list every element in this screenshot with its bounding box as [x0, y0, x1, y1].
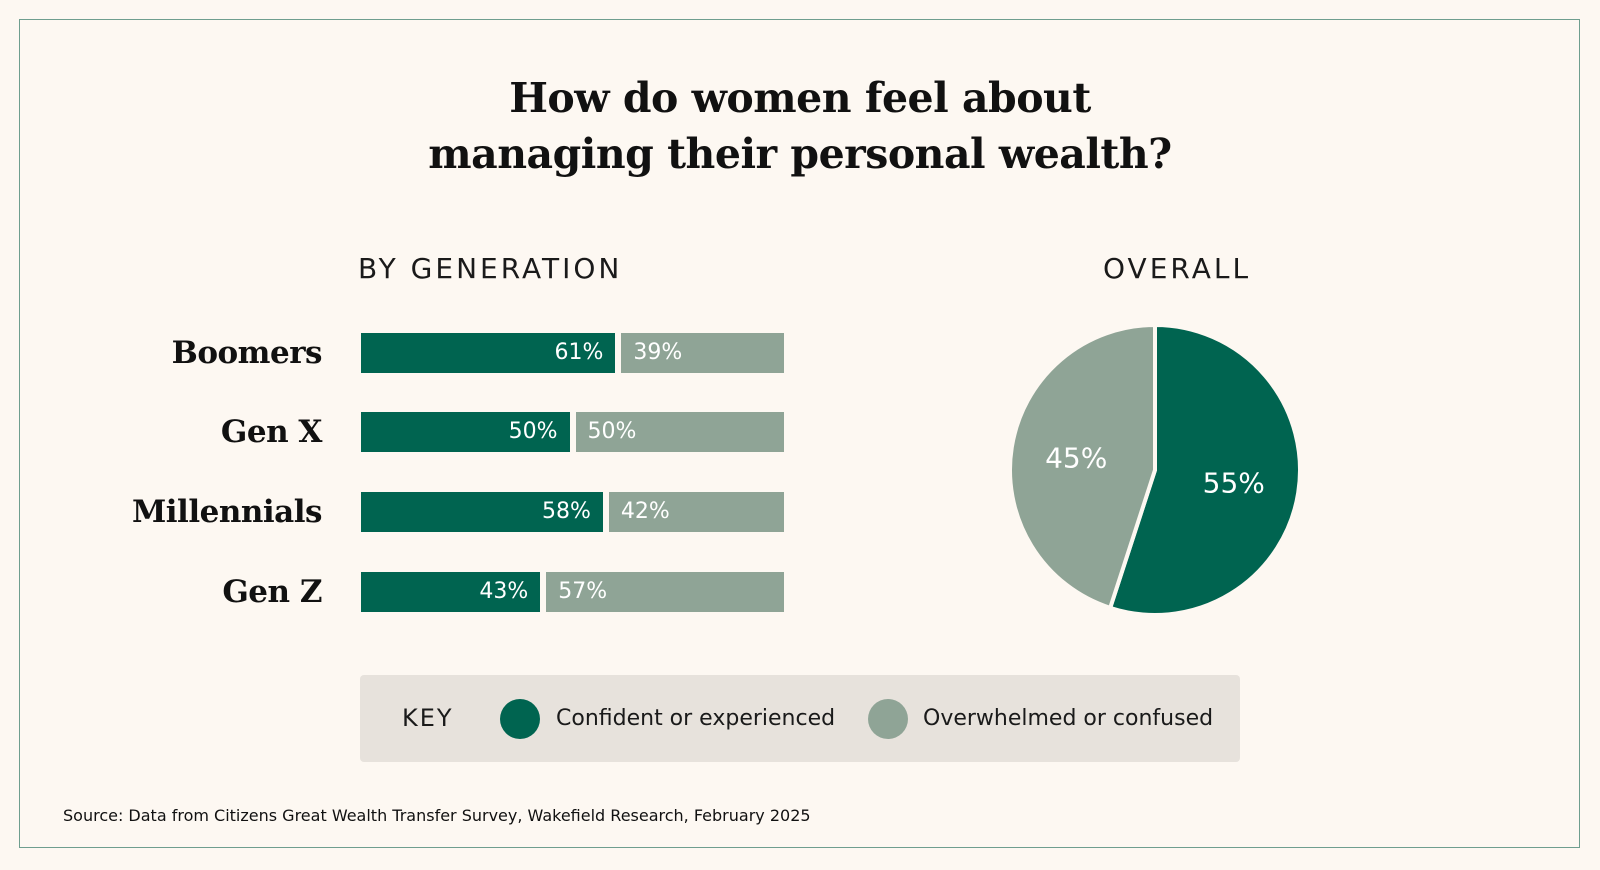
bar-overwhelmed: 57% [546, 572, 784, 612]
title-line-1: How do women feel about [509, 74, 1091, 122]
bar-track: 50% 50% [361, 412, 784, 452]
category-label: Gen X [220, 414, 323, 450]
pie-slice-confident [1107, 325, 1300, 615]
by-generation-heading: BY GENERATION [358, 252, 623, 285]
legend-swatch-overwhelmed [868, 699, 908, 739]
legend-label-confident: Confident or experienced [556, 706, 836, 731]
category-label: Gen Z [222, 574, 322, 610]
bar-track: 58% 42% [361, 492, 784, 532]
source-note: Source: Data from Citizens Great Wealth … [63, 806, 811, 825]
legend-key: KEY Confident or experienced Overwhelmed… [360, 675, 1240, 762]
bar-confident: 50% [361, 412, 570, 452]
chart-title: How do women feel about managing their p… [0, 70, 1600, 182]
chart-frame [19, 19, 1580, 848]
category-label: Millennials [131, 494, 323, 530]
pie-label-overwhelmed: 45% [1045, 442, 1107, 475]
pie-label-confident: 55% [1203, 466, 1265, 499]
bar-overwhelmed: 42% [608, 492, 784, 532]
bar-track: 61% 39% [361, 333, 784, 373]
title-line-2: managing their personal wealth? [428, 130, 1172, 178]
overall-heading: OVERALL [1103, 252, 1252, 285]
legend-swatch-confident [500, 699, 540, 739]
key-title: KEY [402, 704, 454, 732]
bar-confident: 61% [361, 333, 616, 373]
overall-pie-chart: 55% 45% [1010, 325, 1300, 615]
bar-overwhelmed: 39% [621, 333, 784, 373]
bar-track: 43% 57% [361, 572, 784, 612]
bar-confident: 58% [361, 492, 603, 532]
category-label: Boomers [171, 335, 323, 371]
legend-label-overwhelmed: Overwhelmed or confused [923, 706, 1214, 731]
bar-overwhelmed: 50% [575, 412, 784, 452]
pie-slice-overwhelmed [1010, 325, 1157, 611]
bar-confident: 43% [361, 572, 541, 612]
